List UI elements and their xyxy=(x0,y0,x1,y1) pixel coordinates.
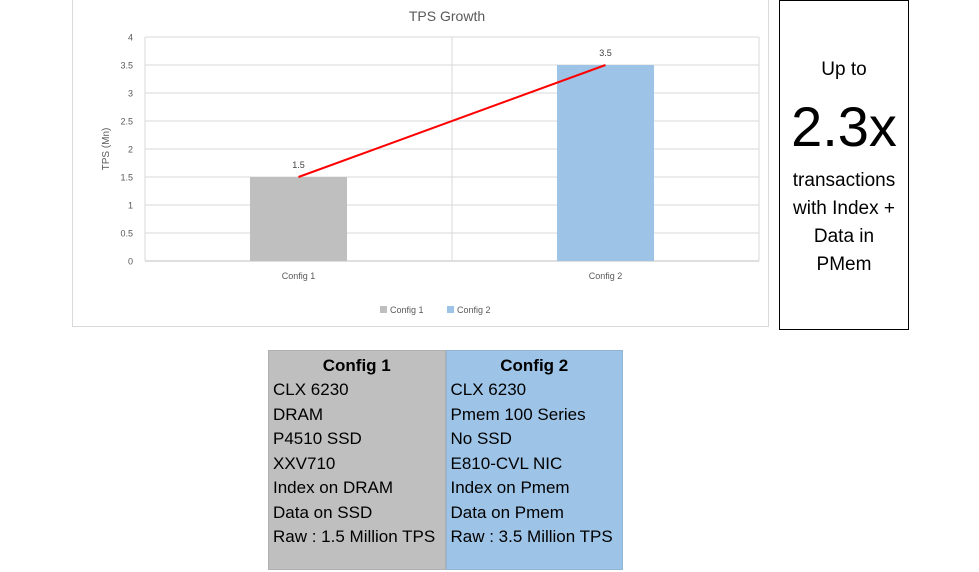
chart-title: TPS Growth xyxy=(409,8,485,24)
config-1-row: Index on DRAM xyxy=(273,478,393,497)
y-tick-label: 3.5 xyxy=(120,61,133,71)
config-1-row: Raw : 1.5 Million TPS xyxy=(273,527,436,546)
y-tick-label: 0 xyxy=(128,257,133,267)
config-comparison-table: Config 1 CLX 6230 DRAM P4510 SSD XXV710 … xyxy=(268,350,623,570)
config-2-row: Pmem 100 Series xyxy=(450,404,586,424)
config-2-row: CLX 6230 xyxy=(450,380,527,399)
legend-swatch xyxy=(380,306,387,313)
config-1-row: P4510 SSD xyxy=(273,429,362,448)
y-tick-label: 2.5 xyxy=(120,117,133,127)
config-2-row: Data on Pmem xyxy=(450,502,564,522)
legend-swatch xyxy=(447,306,454,313)
config-1-row: XXV710 xyxy=(273,453,336,473)
x-tick-label: Config 2 xyxy=(589,271,623,281)
y-tick-label: 0.5 xyxy=(120,229,133,239)
y-tick-label: 2 xyxy=(128,145,133,155)
config-1-column: Config 1 CLX 6230 DRAM P4510 SSD XXV710 … xyxy=(268,350,446,570)
config-2-row: E810-CVL NIC xyxy=(450,453,563,473)
legend-label: Config 2 xyxy=(457,305,491,315)
callout-top-text: Up to xyxy=(821,59,867,80)
config-1-row: CLX 6230 xyxy=(273,380,349,399)
config-1-row: Data on SSD xyxy=(273,502,373,522)
config-2-row: Raw : 3.5 Million TPS xyxy=(450,527,613,546)
bar-1 xyxy=(249,177,348,261)
bar-2 xyxy=(556,65,655,261)
chart-panel: TPS Growth 0 0.5 1 1.5 2 2.5 3 3.5 4 TPS (Mn) 1.5 Co… xyxy=(72,0,769,327)
config-2-row: No SSD xyxy=(450,429,512,448)
y-tick-label: 4 xyxy=(128,33,133,43)
config-2-row: Index on Pmem xyxy=(450,478,570,497)
config-2-header: Config 2 xyxy=(500,356,569,375)
data-label: 3.5 xyxy=(599,48,612,58)
legend-label: Config 1 xyxy=(390,305,424,315)
y-tick-label: 1.5 xyxy=(120,173,133,183)
config-1-header: Config 1 xyxy=(322,356,391,375)
data-label: 1.5 xyxy=(292,160,305,170)
y-axis-label: TPS (Mn) xyxy=(101,128,112,171)
x-tick-label: Config 1 xyxy=(282,271,316,281)
tps-growth-chart: TPS Growth 0 0.5 1 1.5 2 2.5 3 3.5 4 TPS (Mn) 1.5 Co… xyxy=(101,8,760,315)
y-tick-label: 3 xyxy=(128,89,133,99)
trend-line xyxy=(298,64,606,178)
config-2-column: Config 2 CLX 6230 Pmem 100 Series No SSD… xyxy=(445,350,623,570)
callout-multiplier: 2.3x xyxy=(791,95,897,158)
callout-box: Up to 2.3x transactions with Index + Dat… xyxy=(779,0,909,330)
y-tick-label: 1 xyxy=(128,201,133,211)
config-1-row: DRAM xyxy=(273,404,324,424)
callout-description: transactions with Index + Data in PMem xyxy=(792,170,896,275)
